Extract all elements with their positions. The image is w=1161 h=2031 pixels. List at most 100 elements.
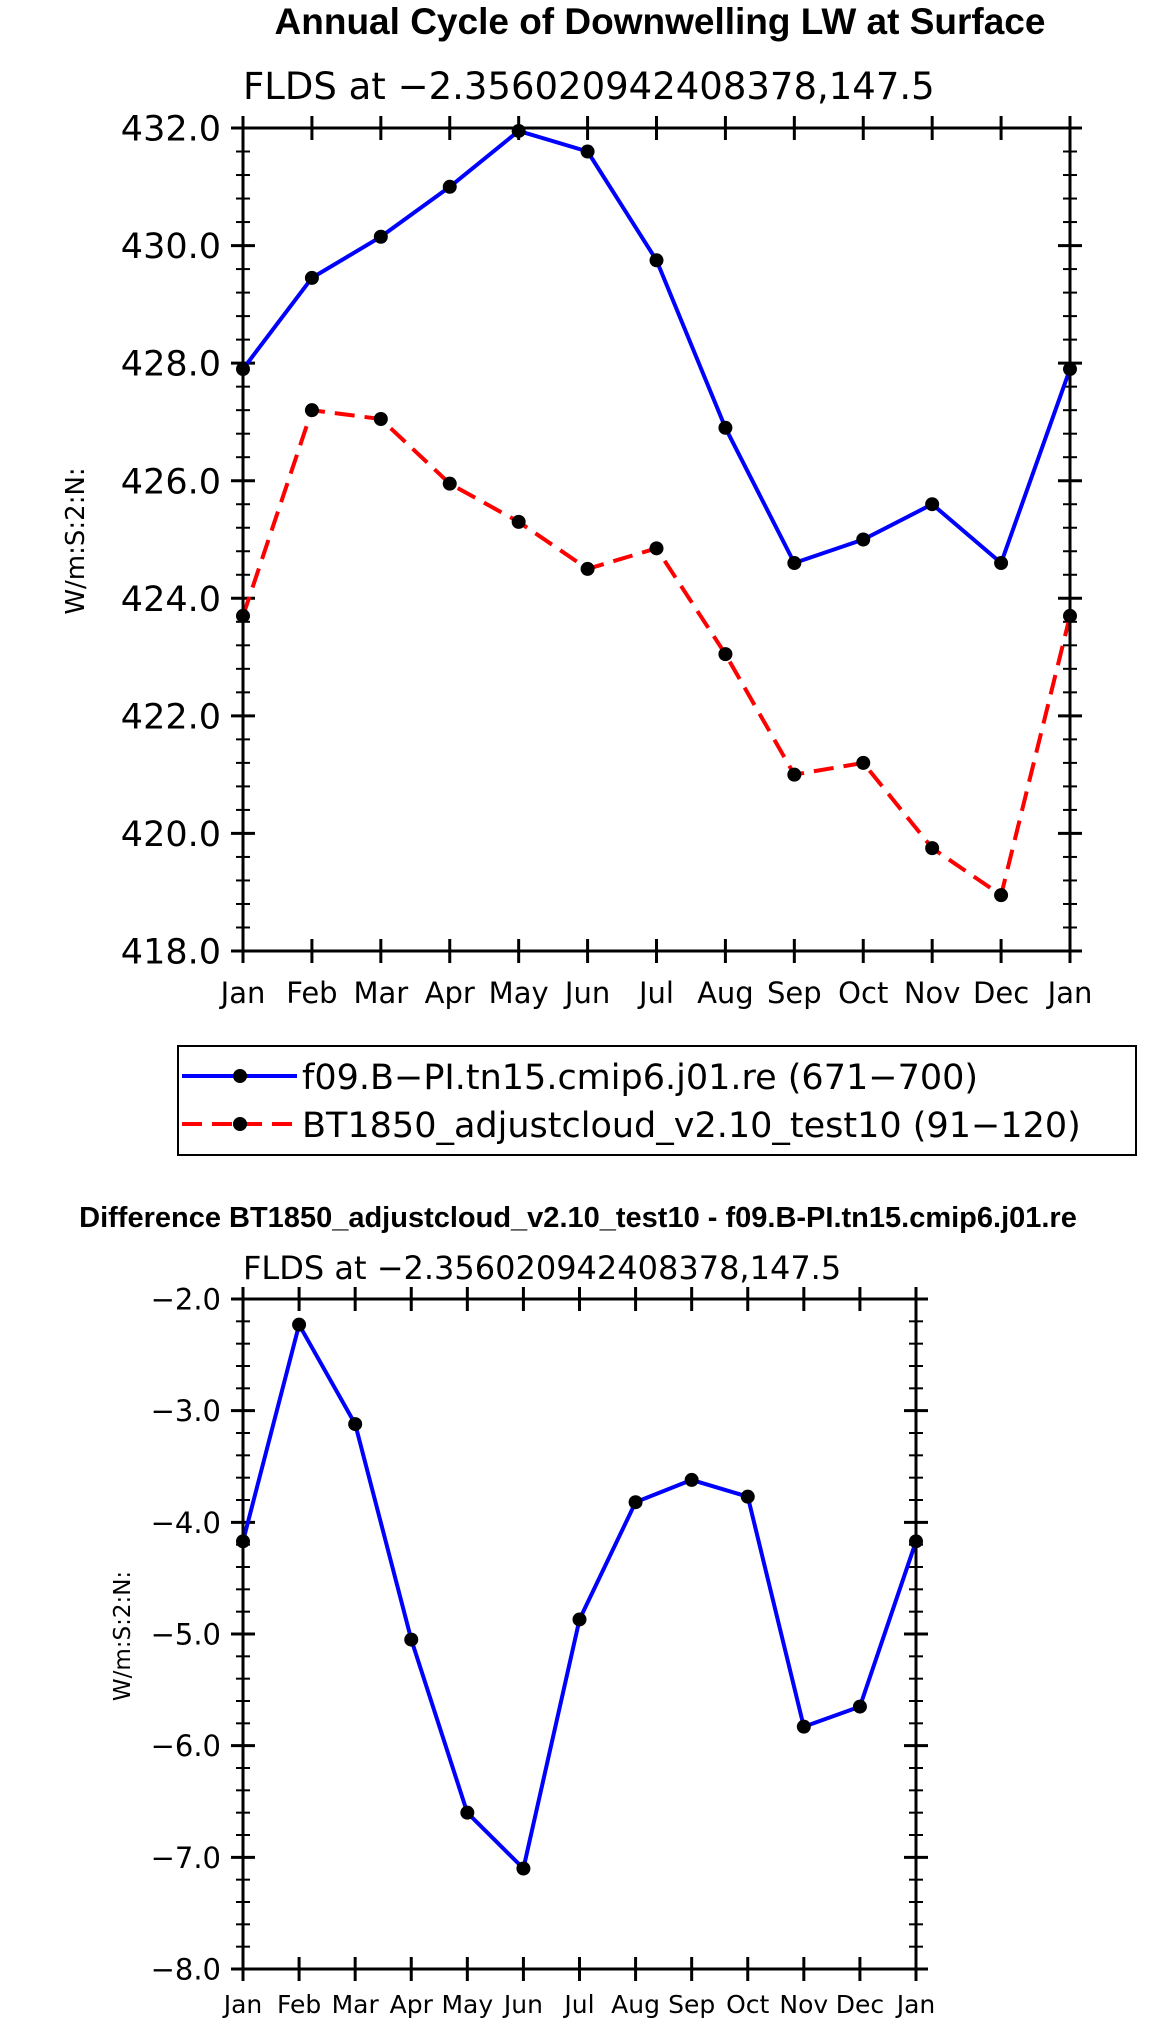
x-tick-label: Oct	[838, 976, 888, 1010]
y-tick-label: 418.0	[121, 933, 221, 973]
y-tick-label: 422.0	[121, 697, 221, 737]
bottom-chart-ylabel: W/m:S:2:N:	[110, 1571, 136, 1701]
data-point-series-1	[348, 1417, 363, 1432]
data-point-series-1	[404, 1632, 419, 1647]
data-point-series-1	[460, 1805, 475, 1820]
data-point-series-2	[442, 476, 457, 491]
bottom-chart-y-tick-labels: −8.0 −7.0 −6.0 −5.0 −4.0 −3.0 −2.0	[151, 1282, 221, 1986]
data-point-series-2	[511, 514, 526, 529]
top-chart-subtitle: FLDS at −2.356020942408378,147.5	[243, 65, 935, 108]
top-chart-ylabel: W/m:S:2:N:	[61, 467, 91, 614]
x-tick-label: Jan	[222, 1990, 263, 2019]
data-point-series-1	[684, 1472, 699, 1487]
x-tick-label: Jun	[502, 1990, 543, 2019]
bottom-chart-title: Difference BT1850_adjustcloud_v2.10_test…	[79, 1202, 1077, 1234]
data-point-series-1	[304, 270, 319, 285]
bottom-chart-x-tick-labels: Jan Feb Mar Apr May Jun Jul Aug Sep Oct Nov Dec Jan	[222, 1990, 936, 2019]
y-tick-label: 428.0	[121, 345, 221, 385]
data-point-series-1	[580, 144, 595, 159]
data-point-series-1	[925, 497, 940, 512]
y-tick-label: −6.0	[151, 1729, 221, 1763]
x-tick-label: May	[489, 976, 549, 1010]
data-point-series-1	[994, 556, 1009, 571]
data-point-series-1	[572, 1612, 587, 1627]
data-point-series-1	[856, 532, 871, 547]
top-chart: Annual Cycle of Downwelling LW at Surfac…	[61, 1, 1092, 1010]
bottom-chart-series	[236, 1317, 923, 1876]
data-point-series-2	[718, 647, 733, 662]
data-point-series-2	[649, 541, 664, 556]
x-tick-label: Dec	[973, 976, 1029, 1010]
data-point-series-1	[511, 123, 526, 138]
y-tick-label: −7.0	[151, 1841, 221, 1875]
data-point-series-1	[787, 556, 802, 571]
x-tick-label: Feb	[286, 976, 337, 1010]
data-point-series-1	[628, 1495, 643, 1510]
data-point-series-2	[373, 411, 388, 426]
x-tick-label: Jul	[562, 1990, 594, 2019]
data-point-series-2	[925, 841, 940, 856]
data-point-series-1	[292, 1317, 307, 1332]
x-tick-label: Feb	[277, 1990, 321, 2019]
y-tick-label: 432.0	[121, 110, 221, 150]
y-tick-label: 430.0	[121, 227, 221, 267]
x-tick-label: Aug	[697, 976, 754, 1010]
top-chart-x-tick-labels: Jan Feb Mar Apr May Jun Jul Aug Sep Oct Nov Dec Jan	[219, 976, 1093, 1010]
data-point-series-2	[304, 403, 319, 418]
x-tick-label: Oct	[726, 1990, 769, 2019]
x-tick-label: Mar	[353, 976, 408, 1010]
y-tick-label: 424.0	[121, 580, 221, 620]
y-tick-label: 426.0	[121, 462, 221, 502]
top-chart-series	[236, 123, 1077, 903]
data-point-series-1	[740, 1489, 755, 1504]
data-point-series-2	[994, 888, 1009, 903]
data-point-series-1	[718, 420, 733, 435]
x-tick-label: Jan	[1046, 976, 1093, 1010]
x-tick-label: Jun	[563, 976, 610, 1010]
data-point-series-1	[796, 1719, 811, 1734]
data-point-series-1	[516, 1861, 531, 1876]
y-tick-label: −5.0	[151, 1617, 221, 1651]
data-point-series-2	[580, 561, 595, 576]
x-tick-label: Sep	[668, 1990, 715, 2019]
legend-box	[177, 1045, 1137, 1156]
legend: f09.B−PI.tn15.cmip6.j01.re (671−700) BT1…	[177, 1045, 1137, 1156]
x-tick-label: Aug	[611, 1990, 660, 2019]
data-point-series-1	[852, 1699, 867, 1714]
top-chart-y-tick-labels: 418.0 420.0 422.0 424.0 426.0 428.0 430.0 432.0	[121, 110, 221, 973]
x-tick-label: Jul	[637, 976, 674, 1010]
y-tick-label: −3.0	[151, 1394, 221, 1428]
y-tick-label: −2.0	[151, 1282, 221, 1316]
x-tick-label: Nov	[904, 976, 961, 1010]
data-point-series-1	[442, 179, 457, 194]
x-tick-label: Sep	[767, 976, 822, 1010]
x-tick-label: May	[441, 1990, 493, 2019]
top-chart-frame	[241, 126, 1072, 953]
y-tick-label: −8.0	[151, 1952, 221, 1986]
data-point-series-2	[787, 767, 802, 782]
x-tick-label: Dec	[836, 1990, 884, 2019]
x-tick-label: Jan	[219, 976, 266, 1010]
legend-marker-series-1	[233, 1069, 247, 1083]
y-tick-label: 420.0	[121, 815, 221, 855]
series-line-2	[241, 408, 1072, 898]
x-tick-label: Apr	[425, 976, 475, 1010]
bottom-chart-frame	[241, 1297, 918, 1971]
bottom-chart: Difference BT1850_adjustcloud_v2.10_test…	[79, 1202, 1077, 2019]
legend-marker-series-2	[233, 1117, 247, 1131]
y-tick-label: −4.0	[151, 1506, 221, 1540]
x-tick-label: Apr	[390, 1990, 434, 2019]
x-tick-label: Jan	[895, 1990, 936, 2019]
data-point-series-2	[856, 755, 871, 770]
data-point-series-1	[373, 229, 388, 244]
series-line-1	[241, 128, 1072, 565]
legend-label-series-1: f09.B−PI.tn15.cmip6.j01.re (671−700)	[302, 1058, 978, 1098]
data-point-series-1	[649, 253, 664, 268]
series-line-1	[241, 1322, 918, 1871]
top-chart-title: Annual Cycle of Downwelling LW at Surfac…	[275, 1, 1046, 42]
bottom-chart-subtitle: FLDS at −2.356020942408378,147.5	[243, 1249, 841, 1287]
legend-label-series-2: BT1850_adjustcloud_v2.10_test10 (91−120)	[302, 1106, 1081, 1146]
x-tick-label: Mar	[332, 1990, 380, 2019]
x-tick-label: Nov	[779, 1990, 828, 2019]
